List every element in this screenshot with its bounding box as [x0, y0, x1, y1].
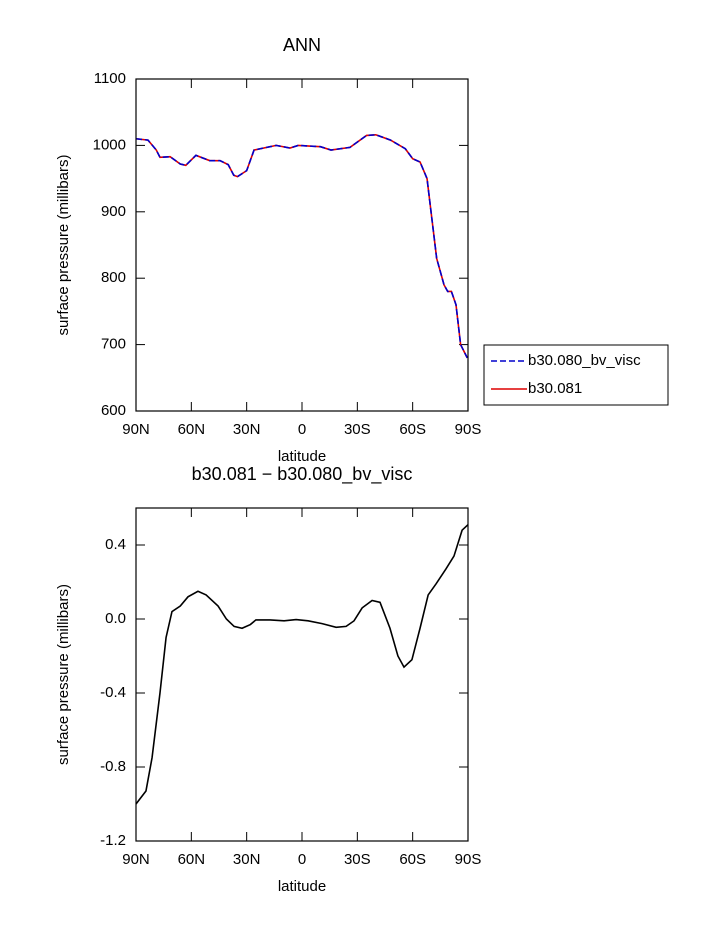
y-tick-label: -0.8: [100, 758, 126, 775]
plot-frame: [135, 507, 469, 842]
legend-box: [483, 344, 669, 406]
legend-label: b30.080_bv_visc: [528, 352, 641, 369]
series-line: [135, 133, 468, 359]
y-tick-label: 1100: [94, 70, 126, 87]
series-line: [135, 133, 468, 359]
y-tick-label: -1.2: [100, 832, 126, 849]
x-tick-label: 90S: [455, 851, 482, 868]
x-tick-label: 30N: [233, 421, 261, 438]
x-tick-label: 90S: [455, 421, 482, 438]
y-axis-label: surface pressure (millibars): [55, 155, 72, 336]
y-tick-label: 1000: [93, 136, 126, 153]
x-tick-label: 0: [298, 851, 306, 868]
x-tick-label: 60N: [178, 421, 206, 438]
x-tick-label: 30S: [344, 851, 371, 868]
chart-title: ANN: [283, 35, 321, 55]
x-axis-label: latitude: [278, 448, 326, 465]
plot-frame: [135, 78, 469, 412]
series-line: [135, 524, 469, 805]
y-axis-label: surface pressure (millibars): [55, 584, 72, 765]
x-tick-label: 30S: [344, 421, 371, 438]
y-tick-label: 800: [101, 269, 126, 286]
y-tick-label: 600: [101, 402, 126, 419]
x-axis-label: latitude: [278, 878, 326, 895]
y-tick-label: 0.0: [105, 610, 126, 627]
x-tick-label: 90N: [122, 851, 150, 868]
x-tick-label: 60S: [399, 851, 426, 868]
y-tick-label: 900: [101, 203, 126, 220]
x-tick-label: 60S: [399, 421, 426, 438]
y-tick-label: 0.4: [105, 536, 126, 553]
x-tick-label: 90N: [122, 421, 150, 438]
y-tick-label: -0.4: [100, 684, 126, 701]
y-tick-label: 700: [101, 336, 126, 353]
chart-title: b30.081 − b30.080_bv_visc: [192, 464, 413, 485]
x-tick-label: 0: [298, 421, 306, 438]
legend-label: b30.081: [528, 380, 582, 397]
x-tick-label: 30N: [233, 851, 261, 868]
x-tick-label: 60N: [178, 851, 206, 868]
